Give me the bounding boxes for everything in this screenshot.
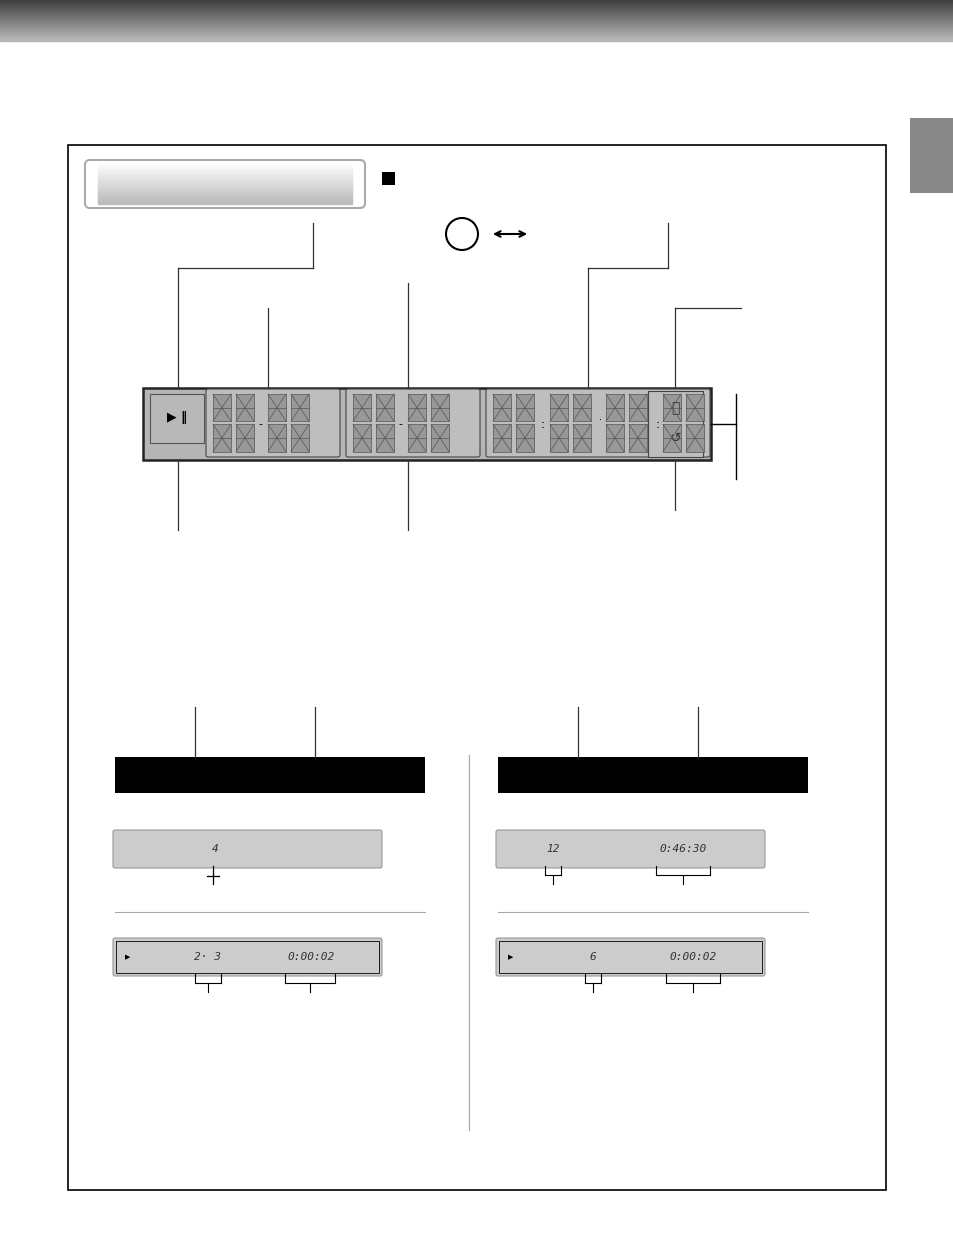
FancyBboxPatch shape bbox=[112, 939, 381, 976]
Bar bbox=[98, 173, 352, 174]
Bar bbox=[647, 391, 702, 457]
Bar bbox=[493, 394, 511, 421]
Bar bbox=[268, 394, 286, 421]
Bar bbox=[98, 172, 352, 173]
FancyBboxPatch shape bbox=[496, 939, 764, 976]
Bar bbox=[98, 167, 352, 168]
Bar bbox=[685, 394, 703, 421]
Bar bbox=[628, 394, 646, 421]
Bar bbox=[115, 757, 424, 793]
Bar bbox=[493, 425, 511, 452]
Bar bbox=[98, 185, 352, 186]
Bar bbox=[662, 425, 680, 452]
Bar bbox=[431, 425, 449, 452]
Bar bbox=[573, 394, 590, 421]
Bar bbox=[98, 180, 352, 182]
Bar bbox=[143, 388, 710, 459]
Bar bbox=[431, 394, 449, 421]
Text: :: : bbox=[540, 417, 544, 431]
Bar bbox=[685, 425, 703, 452]
Bar bbox=[98, 188, 352, 189]
Text: -: - bbox=[397, 419, 401, 429]
Bar bbox=[98, 186, 352, 188]
Bar bbox=[98, 177, 352, 178]
Bar bbox=[98, 184, 352, 185]
Bar bbox=[98, 193, 352, 195]
Bar bbox=[98, 178, 352, 179]
Bar bbox=[408, 394, 426, 421]
FancyBboxPatch shape bbox=[112, 830, 381, 868]
Bar bbox=[375, 425, 394, 452]
Bar bbox=[98, 165, 352, 167]
Bar bbox=[408, 425, 426, 452]
Bar bbox=[381, 172, 395, 185]
Bar bbox=[353, 394, 371, 421]
Text: ▶: ▶ bbox=[125, 953, 131, 960]
Text: 0:46:30: 0:46:30 bbox=[659, 844, 706, 853]
FancyBboxPatch shape bbox=[496, 830, 764, 868]
FancyBboxPatch shape bbox=[206, 389, 339, 457]
Text: ·: · bbox=[598, 415, 602, 425]
Bar bbox=[98, 174, 352, 175]
Bar bbox=[98, 196, 352, 199]
Bar bbox=[628, 425, 646, 452]
Text: 4: 4 bbox=[212, 844, 218, 853]
Bar bbox=[98, 170, 352, 172]
Bar bbox=[213, 425, 231, 452]
Bar bbox=[98, 168, 352, 169]
Text: ▶ ‖: ▶ ‖ bbox=[167, 411, 187, 424]
Bar bbox=[235, 394, 253, 421]
Bar bbox=[68, 144, 885, 1191]
Bar bbox=[98, 194, 352, 196]
Text: :: : bbox=[655, 417, 659, 431]
Bar bbox=[98, 169, 352, 170]
Bar bbox=[98, 179, 352, 180]
Bar bbox=[116, 941, 378, 973]
Bar bbox=[375, 394, 394, 421]
Bar bbox=[213, 394, 231, 421]
Text: 2· 3: 2· 3 bbox=[194, 952, 221, 962]
Bar bbox=[98, 200, 352, 203]
Text: 12: 12 bbox=[546, 844, 559, 853]
Text: 6: 6 bbox=[589, 952, 596, 962]
Bar bbox=[98, 183, 352, 184]
Bar bbox=[98, 198, 352, 200]
Bar bbox=[662, 394, 680, 421]
Bar bbox=[516, 425, 534, 452]
Text: ▶: ▶ bbox=[507, 953, 513, 960]
Bar bbox=[909, 119, 953, 193]
Text: -: - bbox=[257, 419, 262, 429]
Bar bbox=[550, 425, 567, 452]
Bar bbox=[291, 425, 309, 452]
Bar bbox=[268, 425, 286, 452]
Bar bbox=[605, 425, 623, 452]
Bar bbox=[98, 190, 352, 193]
Bar bbox=[516, 394, 534, 421]
Text: 📷: 📷 bbox=[670, 401, 679, 415]
Bar bbox=[98, 195, 352, 198]
Bar bbox=[498, 941, 761, 973]
Bar bbox=[98, 189, 352, 191]
Bar bbox=[150, 394, 204, 443]
Bar bbox=[98, 201, 352, 204]
Bar bbox=[573, 425, 590, 452]
Bar bbox=[235, 425, 253, 452]
Text: ↺: ↺ bbox=[668, 431, 680, 445]
Bar bbox=[550, 394, 567, 421]
FancyBboxPatch shape bbox=[485, 389, 709, 457]
FancyBboxPatch shape bbox=[346, 389, 479, 457]
Bar bbox=[98, 182, 352, 183]
Bar bbox=[98, 175, 352, 177]
Bar bbox=[353, 425, 371, 452]
Text: 0:00:02: 0:00:02 bbox=[287, 952, 335, 962]
Text: 0:00:02: 0:00:02 bbox=[669, 952, 716, 962]
Bar bbox=[497, 757, 807, 793]
Bar bbox=[98, 191, 352, 194]
Bar bbox=[605, 394, 623, 421]
Bar bbox=[98, 199, 352, 201]
Bar bbox=[291, 394, 309, 421]
